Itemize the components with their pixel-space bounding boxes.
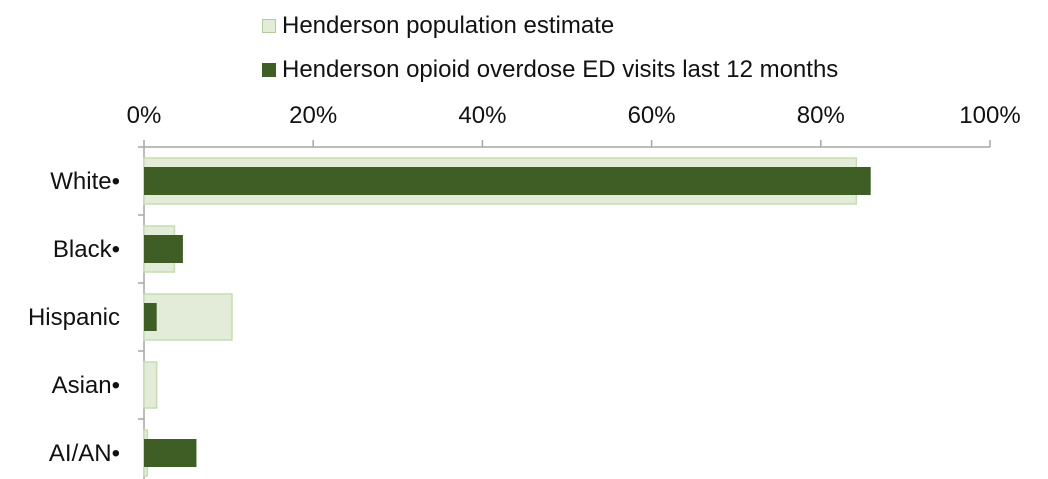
category-label: White• [50,168,120,195]
x-tick-label: 40% [458,102,506,129]
category-label: Hispanic [28,304,120,331]
legend-swatch-population [262,19,276,33]
legend-label-ed-visits: Henderson opioid overdose ED visits last… [282,56,839,83]
category-label: AI/AN• [49,440,120,467]
category-label: Asian• [52,372,120,399]
bar-ed-visits [144,303,157,331]
bar-population [143,293,233,341]
bar-ed-visits [144,167,871,195]
bar-ed-visits [144,235,183,263]
legend-item-population: Henderson population estimate [262,4,838,48]
bar-ed-visits [144,439,197,467]
legend-swatch-ed-visits [262,63,276,77]
x-tick-label: 100% [959,102,1020,129]
category-label: Black• [53,236,120,263]
legend-item-ed-visits: Henderson opioid overdose ED visits last… [262,48,838,92]
legend-label-population: Henderson population estimate [282,12,615,39]
x-tick-label: 20% [289,102,337,129]
bar-population [143,361,158,409]
x-tick-label: 0% [127,102,162,129]
x-tick-label: 60% [628,102,676,129]
legend: Henderson population estimate Henderson … [262,4,838,92]
x-tick-label: 80% [797,102,845,129]
